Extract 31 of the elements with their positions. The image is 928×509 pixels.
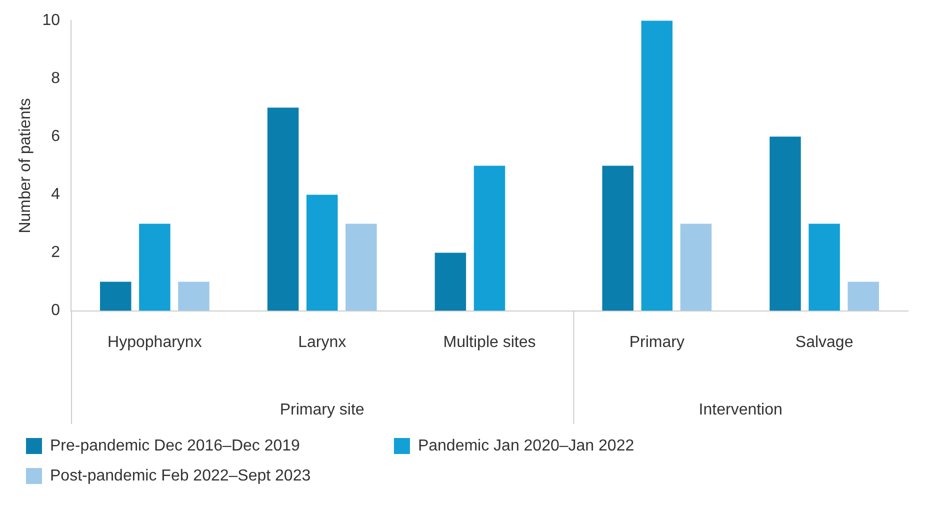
bar bbox=[770, 136, 801, 311]
y-tick-label: 8 bbox=[51, 70, 60, 88]
y-tick-label: 10 bbox=[42, 12, 60, 30]
bar bbox=[641, 20, 673, 311]
bar bbox=[848, 282, 879, 311]
x-tick-label: Multiple sites bbox=[443, 334, 536, 351]
text: Primary site bbox=[280, 401, 364, 418]
y-tick-label: 6 bbox=[51, 128, 60, 146]
legend-label: Pre-pandemic Dec 2016–Dec 2019 bbox=[50, 437, 380, 454]
legend-label: Post-pandemic Feb 2022–Sept 2023 bbox=[50, 467, 391, 484]
legend-label: Pandemic Jan 2020–Jan 2022 bbox=[418, 437, 714, 454]
bar bbox=[602, 166, 634, 311]
bar bbox=[139, 224, 170, 311]
text: Intervention bbox=[698, 401, 782, 418]
bar bbox=[808, 224, 840, 311]
x-tick-label: Salvage bbox=[795, 334, 854, 351]
bar bbox=[306, 194, 338, 311]
bar bbox=[474, 166, 506, 311]
bar bbox=[680, 224, 712, 311]
bar bbox=[346, 224, 377, 311]
y-axis-title: Number of patients bbox=[17, 98, 34, 234]
x-tick-label: Primary bbox=[629, 334, 684, 351]
y-tick-label: 0 bbox=[51, 302, 60, 320]
bar bbox=[100, 282, 132, 311]
y-tick-label: 2 bbox=[51, 244, 60, 262]
bar bbox=[267, 108, 299, 311]
x-tick-label: Hypopharynx bbox=[108, 334, 202, 351]
bar bbox=[434, 252, 466, 311]
x-tick-label: Larynx bbox=[298, 334, 346, 351]
bar bbox=[178, 282, 210, 311]
y-tick-label: 4 bbox=[51, 186, 60, 204]
